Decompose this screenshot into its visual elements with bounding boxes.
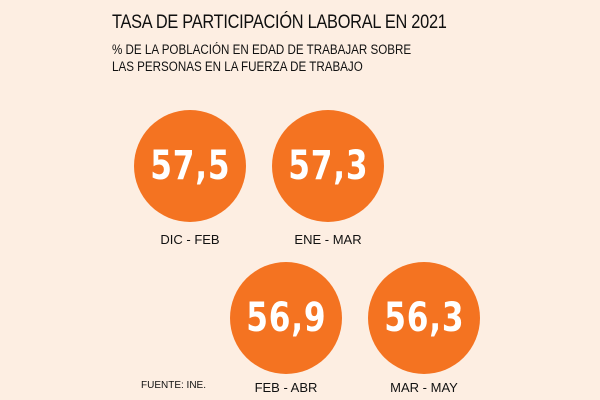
bubble-value-label: 56,9 [245, 295, 327, 341]
bubble-value-label: 56,3 [383, 295, 465, 341]
source-note: FUENTE: INE. [141, 380, 207, 391]
chart-subtitle-line-2: LAS PERSONAS EN LA FUERZA DE TRABAJO [112, 59, 363, 74]
value-bubble: 57,3 [272, 110, 384, 222]
value-bubble: 57,5 [134, 110, 246, 222]
period-label: DIC - FEB [160, 232, 220, 247]
value-bubble: 56,3 [368, 262, 480, 374]
value-bubble: 56,9 [230, 262, 342, 374]
period-label: ENE - MAR [294, 232, 362, 247]
chart-subtitle-line-1: % DE LA POBLACIÓN EN EDAD DE TRABAJAR SO… [112, 42, 412, 57]
chart-title: TASA DE PARTICIPACIÓN LABORAL EN 2021 [112, 12, 447, 33]
period-label: MAR - MAY [390, 380, 458, 395]
bubble-value-label: 57,3 [287, 143, 369, 189]
period-label: FEB - ABR [254, 380, 318, 395]
bubble-value-label: 57,5 [149, 143, 231, 189]
